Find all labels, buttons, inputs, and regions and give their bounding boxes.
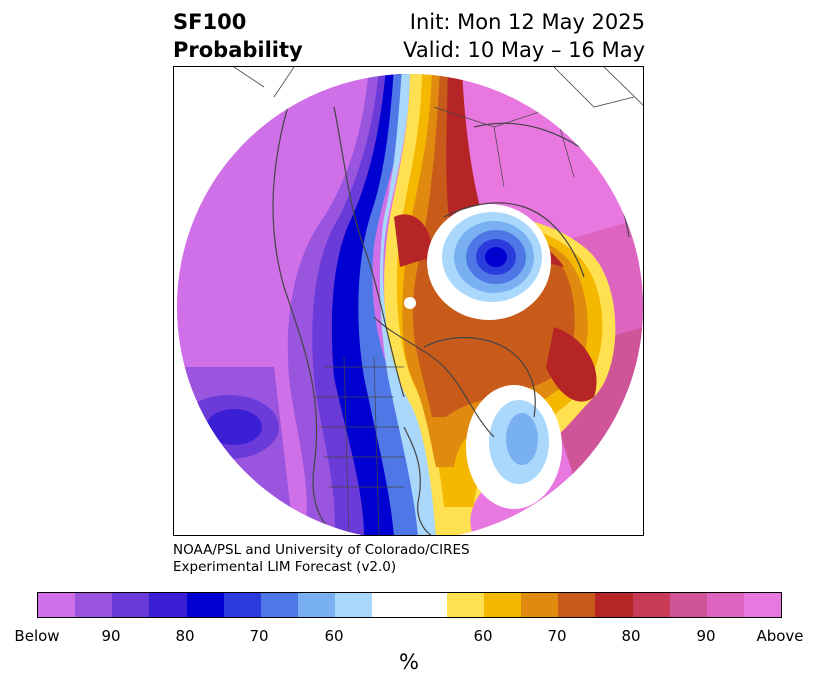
- credit: NOAA/PSL and University of Colorado/CIRE…: [173, 542, 470, 576]
- colorbar-segment: [743, 593, 782, 617]
- colorbar-tick-label: 80: [621, 627, 641, 645]
- title-left: SF100 Probability: [173, 8, 303, 64]
- colorbar-segment: [595, 593, 633, 617]
- colorbar-tick-label: 70: [547, 627, 567, 645]
- map-frame: [173, 66, 644, 536]
- colorbar-segment: [38, 593, 76, 617]
- colorbar-segment: [521, 593, 559, 617]
- colorbar-segment: [632, 593, 670, 617]
- colorbar-segment: [298, 593, 336, 617]
- credit-line-2: Experimental LIM Forecast (v2.0): [173, 559, 397, 575]
- colorbar-segment: [112, 593, 150, 617]
- colorbar-segment: [409, 593, 447, 617]
- title-probability: Probability: [173, 38, 303, 62]
- colorbar-unit: %: [399, 650, 419, 674]
- colorbar-segment: [260, 593, 299, 617]
- colorbar-segment: [669, 593, 707, 617]
- colorbar: [37, 592, 782, 618]
- colorbar-segment: [483, 593, 522, 617]
- colorbar-segment: [706, 593, 744, 617]
- colorbar-segment: [75, 593, 113, 617]
- colorbar-tick-label: Above: [756, 627, 804, 645]
- colorbar-tick-label: 90: [696, 627, 716, 645]
- probability-map: [177, 67, 643, 535]
- valid-period: Valid: 10 May – 16 May: [403, 38, 645, 62]
- colorbar-segment: [149, 593, 187, 617]
- colorbar-segment: [335, 593, 373, 617]
- colorbar-segment: [446, 593, 484, 617]
- colorbar-tick-label: 90: [101, 627, 121, 645]
- title-right: Init: Mon 12 May 2025 Valid: 10 May – 16…: [403, 8, 645, 64]
- colorbar-tick-label: Below: [14, 627, 60, 645]
- colorbar-tick-label: 60: [473, 627, 493, 645]
- colorbar-tick-label: 70: [249, 627, 269, 645]
- colorbar-segment: [372, 593, 410, 617]
- colorbar-tick-label: 80: [175, 627, 195, 645]
- colorbar-segment: [558, 593, 596, 617]
- init-date: Init: Mon 12 May 2025: [409, 10, 645, 34]
- colorbar-tick-label: 60: [324, 627, 344, 645]
- credit-line-1: NOAA/PSL and University of Colorado/CIRE…: [173, 542, 470, 558]
- map-disk: [177, 74, 643, 535]
- colorbar-segment: [223, 593, 261, 617]
- colorbar-segment: [186, 593, 224, 617]
- title-variable: SF100: [173, 10, 247, 34]
